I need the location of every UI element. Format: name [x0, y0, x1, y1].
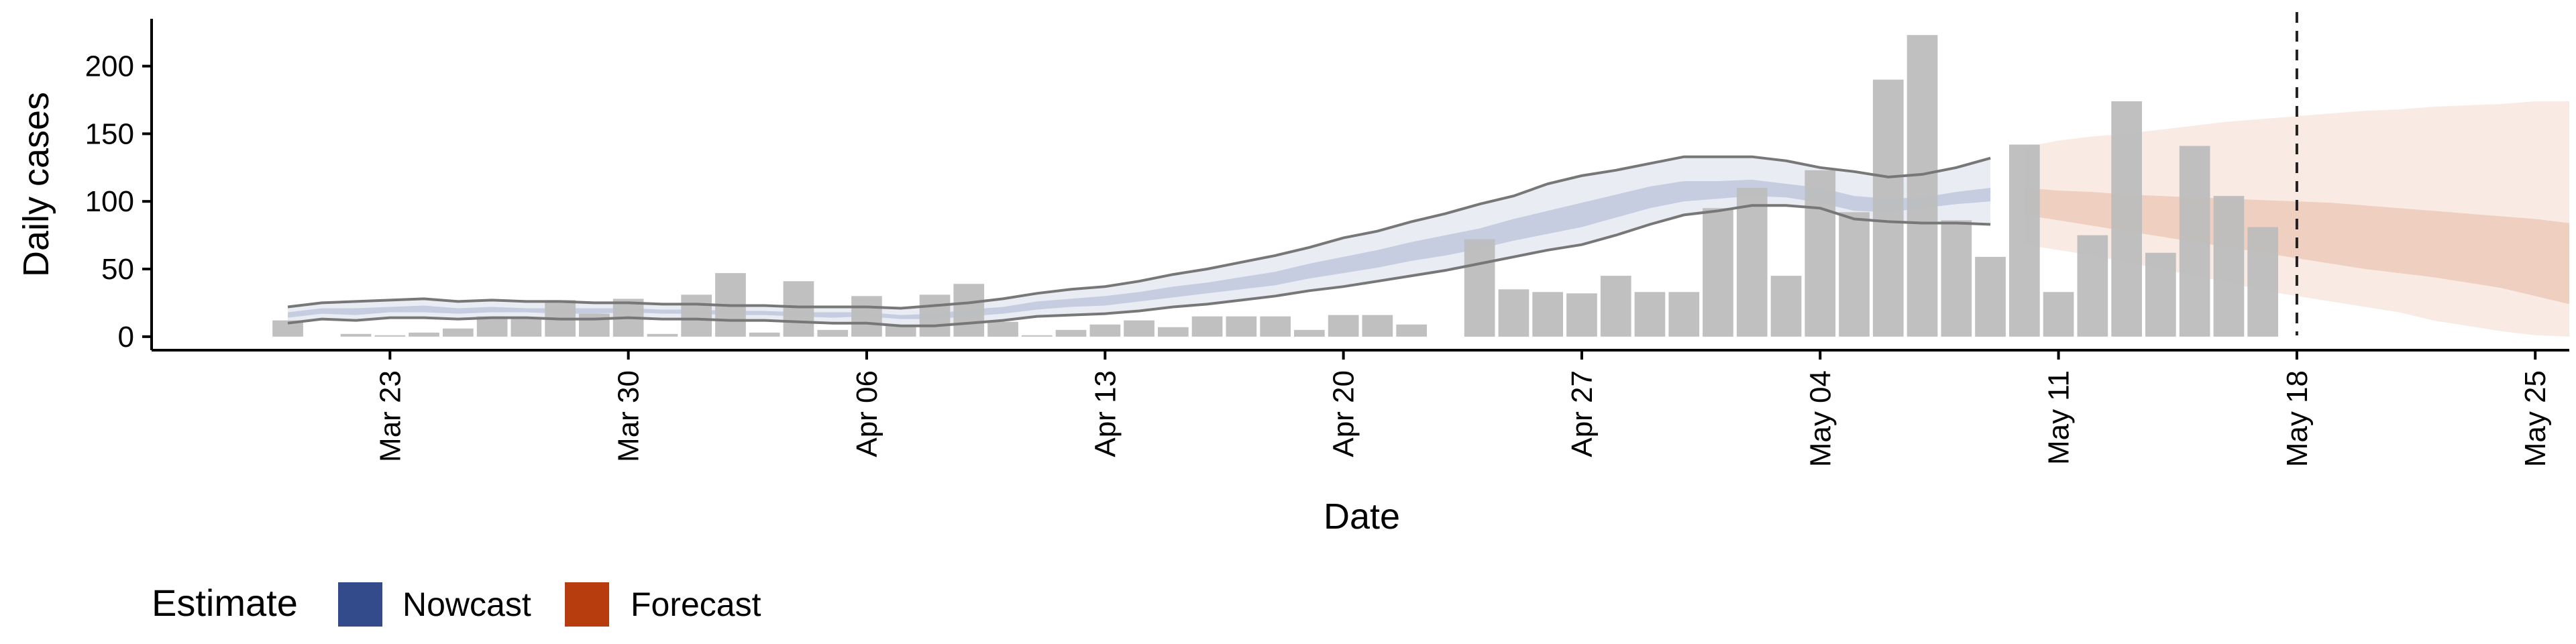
case-bar: [579, 313, 610, 337]
legend-label-forecast: Forecast: [631, 586, 761, 623]
case-bar: [2077, 235, 2108, 337]
case-bar: [681, 294, 712, 337]
y-axis-ticks: 0 50 100 150 200: [85, 50, 152, 354]
case-bar: [1260, 316, 1291, 337]
case-bar: [2145, 252, 2176, 337]
case-bar: [1907, 35, 1938, 337]
case-bar: [1668, 292, 1700, 337]
case-bar: [1736, 188, 1768, 337]
case-bar: [851, 296, 882, 337]
case-bar: [1226, 316, 1257, 337]
case-bar: [749, 332, 780, 337]
nowcast-lower-line: [287, 204, 1991, 327]
case-bar: [1600, 276, 1631, 337]
y-tick-label: 0: [118, 321, 134, 354]
case-bar: [919, 294, 951, 337]
legend-swatch-forecast: [565, 582, 609, 627]
case-bar: [511, 317, 542, 337]
case-bar: [1770, 276, 1802, 337]
case-bar: [340, 333, 372, 337]
x-tick-label: May 11: [2043, 370, 2076, 465]
y-axis-title: Daily cases: [16, 92, 56, 277]
legend-label-nowcast: Nowcast: [402, 586, 531, 623]
case-bar: [2009, 144, 2040, 337]
case-bar: [2213, 196, 2245, 337]
case-bar: [2179, 146, 2210, 337]
case-bar: [2247, 227, 2278, 337]
case-bar: [1464, 239, 1495, 337]
x-axis-ticks: Mar 23 Mar 30 Apr 06 Apr 13 Apr 20 Apr 27 May …: [374, 350, 2552, 467]
y-tick-label: 200: [85, 50, 134, 83]
legend-title: Estimate: [152, 582, 298, 624]
x-tick-label: May 25: [2519, 370, 2552, 467]
bars-layer: [272, 35, 2278, 337]
case-bar: [1089, 324, 1121, 337]
nowcast-outer-band: [288, 156, 1991, 326]
y-tick-label: 100: [85, 185, 134, 218]
x-tick-label: Apr 27: [1566, 370, 1599, 458]
case-bar: [374, 335, 406, 337]
case-bar: [783, 281, 814, 337]
nowcast-upper-line: [287, 155, 1991, 310]
case-bar: [443, 328, 474, 337]
legend: Estimate Nowcast Forecast: [152, 582, 761, 627]
case-bar: [1396, 324, 1427, 337]
x-axis-title: Date: [1324, 496, 1400, 537]
case-bar: [1124, 320, 1155, 337]
case-bar: [953, 284, 985, 337]
nowcast-inner-band: [288, 179, 1991, 319]
case-bar: [1703, 208, 1733, 337]
case-bar: [1328, 315, 1359, 337]
case-bar: [2111, 101, 2142, 337]
case-bar: [817, 329, 849, 337]
x-tick-label: Apr 06: [851, 370, 883, 458]
case-bar: [1941, 220, 1972, 337]
case-bar: [1839, 212, 1870, 337]
case-bar: [1055, 329, 1087, 337]
x-tick-label: Mar 23: [374, 370, 407, 462]
case-bar: [1021, 335, 1053, 337]
case-bar: [409, 332, 439, 337]
case-bar: [1362, 315, 1393, 337]
case-bar: [1294, 329, 1325, 337]
case-bar: [1191, 316, 1223, 337]
case-bar: [1532, 292, 1563, 337]
ribbon-edges-layer: [287, 155, 1991, 327]
case-bar: [1975, 256, 2006, 337]
case-bar: [885, 325, 916, 337]
case-bar: [1566, 293, 1597, 337]
x-tick-label: Mar 30: [612, 370, 645, 462]
y-tick-label: 50: [101, 253, 134, 286]
case-bar: [1872, 79, 1904, 337]
case-bar: [1634, 292, 1666, 337]
case-bar: [2043, 292, 2074, 337]
case-bar: [1498, 289, 1529, 337]
axes: 0 50 100 150 200 Mar 23 Mar 30 Apr 06 Apr 13 Apr…: [85, 19, 2569, 467]
y-tick-label: 150: [85, 117, 134, 150]
case-bar: [476, 316, 508, 337]
x-tick-label: May 04: [1804, 370, 1837, 467]
x-tick-label: Apr 13: [1089, 370, 1122, 458]
case-bar: [987, 321, 1018, 337]
legend-swatch-nowcast: [338, 582, 382, 627]
case-bar: [1805, 170, 1836, 337]
case-bar: [1158, 327, 1189, 337]
x-tick-label: Apr 20: [1328, 370, 1360, 458]
case-bar: [647, 333, 678, 337]
x-tick-label: May 18: [2281, 370, 2314, 467]
